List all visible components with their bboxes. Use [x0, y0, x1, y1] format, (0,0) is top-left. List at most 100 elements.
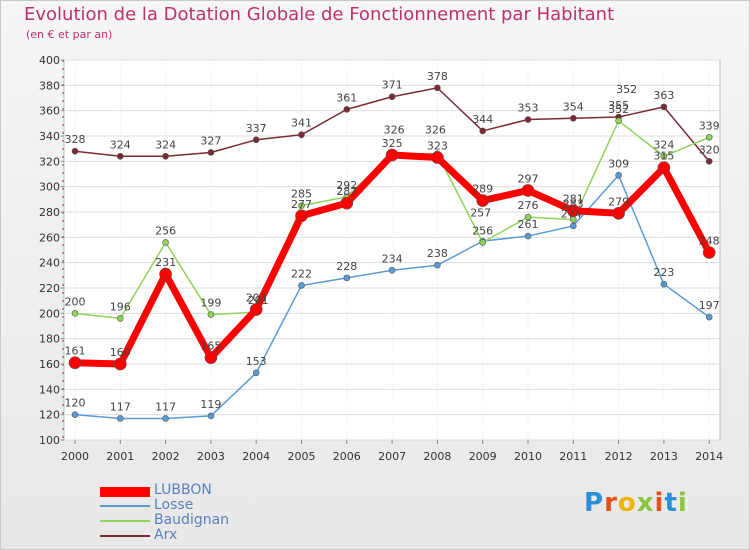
data-label-baudignan: 200	[65, 295, 86, 308]
data-label-lubbon: 203	[246, 292, 267, 305]
x-tick-label: 2009	[469, 450, 497, 463]
data-label-arx: 324	[155, 138, 176, 151]
legend-label-baudignan: Baudignan	[154, 512, 230, 528]
data-label-losse: 261	[518, 218, 539, 231]
data-label-losse: 222	[291, 267, 312, 280]
data-label-extra: 257	[470, 206, 491, 219]
point-losse	[434, 261, 441, 269]
data-label-losse: 197	[699, 299, 720, 312]
logo-letter: x	[636, 488, 655, 518]
x-tick-label: 2010	[514, 450, 542, 463]
y-tick-label: 120	[39, 409, 60, 422]
point-lubbon	[431, 151, 444, 164]
point-baudignan	[705, 133, 713, 141]
data-label-losse: 228	[336, 260, 357, 273]
point-baudignan	[117, 315, 124, 322]
data-label-extra: 274	[561, 208, 582, 221]
data-label-arx: 361	[336, 91, 357, 104]
x-tick-label: 2007	[378, 450, 406, 463]
x-tick-label: 2006	[333, 450, 361, 463]
data-label-lubbon: 279	[608, 195, 629, 208]
legend-swatch-losse	[100, 505, 150, 507]
data-label-arx: 371	[382, 79, 403, 92]
data-label-arx: 353	[518, 102, 539, 115]
data-label-baudignan: 292	[336, 179, 357, 192]
data-label-arx: 355	[608, 99, 629, 112]
x-tick-label: 2013	[650, 450, 678, 463]
point-losse	[207, 412, 215, 420]
y-tick-label: 400	[39, 54, 60, 67]
x-tick-label: 2008	[423, 450, 451, 463]
data-label-losse: 117	[155, 400, 176, 413]
y-tick-label: 280	[39, 206, 60, 219]
chart-title: Evolution de la Dotation Globale de Fonc…	[24, 4, 615, 25]
x-tick-label: 2005	[288, 450, 316, 463]
point-losse	[162, 415, 169, 422]
legend-item-losse: Losse	[100, 497, 300, 514]
data-label-arx: 328	[65, 133, 86, 146]
data-label-extra: 326	[425, 124, 446, 137]
point-arx	[162, 152, 169, 160]
point-arx	[388, 93, 396, 101]
y-tick-label: 300	[39, 181, 60, 194]
x-tick-label: 2003	[197, 450, 225, 463]
point-losse	[705, 313, 713, 321]
proxiti-logo: Proxiti	[584, 488, 688, 518]
data-label-arx: 378	[427, 70, 448, 83]
data-label-losse: 119	[200, 398, 221, 411]
point-lubbon	[295, 209, 308, 223]
data-label-baudignan: 196	[110, 300, 131, 313]
data-label-extra: 352	[616, 83, 637, 96]
chart-subtitle: (en € et par an)	[26, 28, 113, 41]
legend-label-arx: Arx	[154, 527, 178, 543]
point-lubbon	[566, 204, 580, 218]
point-arx	[298, 131, 305, 139]
data-label-lubbon: 297	[518, 172, 539, 185]
point-baudignan	[71, 310, 79, 317]
point-lubbon	[159, 267, 172, 281]
y-tick-label: 140	[39, 383, 60, 396]
y-tick-label: 160	[39, 358, 60, 371]
x-tick-label: 2014	[695, 450, 723, 463]
data-label-arx: 344	[472, 113, 493, 126]
logo-letter: i	[677, 488, 688, 518]
data-label-lubbon: 325	[382, 137, 403, 150]
point-arx	[207, 149, 215, 156]
data-label-losse: 120	[65, 397, 86, 410]
data-label-baudignan: 339	[699, 119, 720, 132]
point-arx	[524, 116, 532, 123]
point-losse	[660, 280, 668, 288]
x-tick-label: 2012	[605, 450, 633, 463]
point-baudignan	[615, 117, 622, 125]
y-tick-label: 360	[39, 105, 60, 118]
point-baudignan	[298, 202, 305, 209]
point-lubbon	[612, 206, 625, 220]
point-arx	[569, 114, 577, 122]
data-label-lubbon: 281	[563, 193, 584, 206]
point-lubbon	[114, 357, 127, 371]
x-tick-label: 2004	[242, 450, 270, 463]
y-tick-label: 100	[39, 434, 60, 447]
data-label-lubbon: 287	[336, 185, 357, 198]
y-tick-label: 380	[39, 79, 60, 92]
logo-letter: r	[604, 488, 618, 518]
data-label-lubbon: 315	[653, 150, 674, 163]
data-label-losse: 234	[382, 252, 403, 265]
point-losse	[388, 266, 396, 274]
data-label-lubbon: 231	[155, 256, 176, 269]
data-label-losse: 117	[110, 400, 131, 413]
data-label-lubbon: 165	[200, 340, 221, 353]
y-tick-label: 240	[39, 257, 60, 270]
data-label-losse: 309	[608, 157, 629, 170]
legend-item-lubbon: LUBBON	[100, 482, 300, 499]
point-arx	[434, 84, 441, 92]
legend-swatch-arx	[100, 535, 150, 537]
point-arx	[479, 127, 487, 135]
point-lubbon	[340, 196, 354, 210]
x-tick-label: 2002	[152, 450, 180, 463]
logo-letter: i	[654, 488, 665, 518]
data-label-lubbon: 323	[427, 140, 448, 153]
point-losse	[117, 415, 124, 422]
y-tick-label: 200	[39, 307, 60, 320]
point-lubbon	[204, 351, 218, 364]
